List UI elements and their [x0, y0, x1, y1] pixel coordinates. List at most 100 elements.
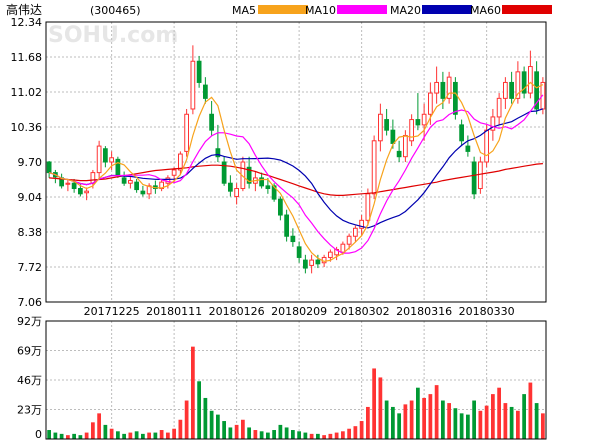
volume-bar-up	[166, 432, 170, 439]
volume-bar-down	[534, 403, 539, 439]
volume-bar-down	[259, 431, 264, 439]
price-tick-label: 9.70	[18, 156, 43, 169]
legend: MA5 MA10 MA20 MA60	[232, 4, 552, 17]
candle-up	[434, 81, 439, 94]
candle-down	[221, 161, 227, 184]
volume-bar-down	[266, 432, 270, 439]
volume-bar-down	[134, 431, 139, 439]
date-x-axis: 20171225 20180111 20180126 20180209 20180302…	[84, 305, 515, 318]
volume-bar-up	[328, 433, 333, 439]
volume-bar-up	[366, 406, 370, 439]
legend-swatch-ma60	[502, 5, 552, 14]
volume-bar-up	[447, 403, 451, 439]
volume-bar-up	[97, 413, 101, 439]
candle-down	[290, 235, 296, 243]
volume-bar-up	[128, 432, 133, 439]
price-y-axis: 12.34 11.68 11.02 10.36 9.70 9.04 8.38 7.72 7.06	[11, 16, 43, 309]
candle-up	[190, 60, 196, 110]
candle-up	[340, 243, 346, 253]
date-tick-label: 20180302	[334, 305, 390, 318]
volume-bar-down	[303, 432, 308, 439]
volume-bar-down	[453, 408, 458, 439]
candle-down	[465, 145, 471, 152]
volume-bar-down	[197, 381, 201, 439]
volume-bar-up	[172, 428, 176, 439]
volume-bar-down	[441, 400, 445, 439]
candle-up	[234, 188, 239, 197]
chart-header: 高伟达 (300465)	[6, 2, 141, 17]
legend-label-ma5: MA5	[232, 4, 256, 17]
volume-bar-down	[397, 413, 401, 439]
price-tick-label: 12.34	[11, 16, 43, 29]
volume-grid	[46, 350, 546, 410]
volume-bar-down	[466, 414, 470, 439]
volume-bar-down	[247, 427, 251, 439]
candle-up	[403, 134, 408, 158]
candle-down	[521, 71, 527, 94]
candle-up	[446, 76, 452, 99]
price-tick-label: 7.06	[18, 296, 43, 309]
candle-down	[471, 161, 477, 195]
candle-down	[115, 158, 121, 176]
candle-up	[484, 129, 489, 163]
candle-up	[478, 161, 483, 190]
legend-label-ma20: MA20	[390, 4, 421, 17]
legend-swatch-ma20	[422, 5, 472, 14]
candle-down	[78, 188, 83, 195]
volume-bar-down	[103, 424, 108, 439]
volume-bar-up	[497, 387, 501, 439]
volume-bar-down	[209, 410, 214, 439]
volume-bar-up	[159, 430, 164, 439]
candle-up	[428, 92, 433, 115]
date-tick-label: 20180209	[271, 305, 327, 318]
candle-down	[265, 185, 271, 190]
volume-bar-up	[428, 394, 433, 439]
candle-down	[259, 177, 264, 187]
candle-down	[384, 119, 389, 131]
candle-down	[396, 150, 402, 158]
volume-bar-up	[528, 382, 533, 439]
volume-bar-up	[322, 435, 326, 439]
candle-down	[278, 198, 283, 216]
volume-bar-down	[291, 430, 295, 439]
candle-down	[415, 119, 421, 126]
ma5-line	[48, 81, 544, 263]
volume-bar-down	[316, 433, 320, 439]
volume-bar-up	[484, 405, 489, 439]
candle-up	[309, 259, 314, 266]
volume-bar-up	[341, 431, 345, 439]
candlesticks	[46, 45, 546, 274]
candle-up	[346, 235, 352, 245]
volume-tick-label: 23万	[17, 404, 42, 417]
candle-up	[240, 161, 246, 190]
legend-label-ma60: MA60	[470, 4, 501, 17]
candle-up	[146, 185, 152, 195]
volume-bar-down	[228, 427, 233, 439]
volume-bar-up	[359, 421, 364, 439]
volume-bar-up	[66, 435, 70, 439]
volume-bar-down	[122, 433, 126, 439]
candle-down	[534, 71, 539, 110]
candle-up	[184, 113, 189, 152]
price-tick-label: 8.38	[18, 226, 43, 239]
candle-down	[271, 185, 277, 200]
volume-bar-up	[478, 410, 483, 439]
candle-up	[328, 251, 333, 258]
legend-swatch-ma5	[258, 5, 308, 14]
candle-up	[409, 119, 414, 142]
volume-bar-down	[284, 427, 289, 439]
candle-down	[440, 81, 446, 99]
price-panel-frame	[45, 21, 547, 303]
candle-down	[509, 81, 514, 99]
candle-down	[215, 148, 221, 158]
candle-up	[359, 219, 364, 229]
candle-up	[109, 157, 114, 163]
volume-bar-up	[353, 426, 358, 439]
candle-up	[528, 66, 533, 94]
volume-bar-up	[109, 428, 114, 439]
volume-bar-up	[378, 377, 383, 439]
volume-bar-down	[522, 394, 526, 439]
volume-bar-down	[416, 387, 420, 439]
volume-bars	[47, 346, 545, 439]
